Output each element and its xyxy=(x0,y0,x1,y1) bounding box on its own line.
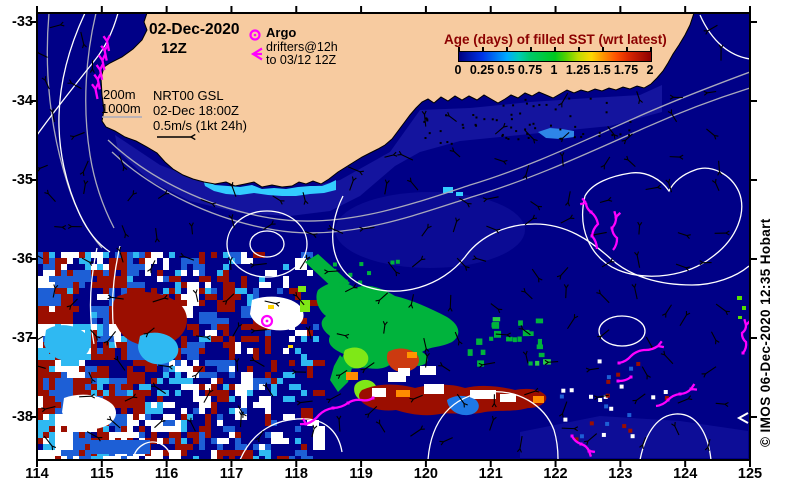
drifter-track xyxy=(618,345,659,365)
x-tick-label: 118 xyxy=(284,466,308,482)
credit-text: © IMOS 06-Dec-2020 12:35 Hobart xyxy=(758,218,773,447)
x-tick-label: 117 xyxy=(219,466,244,482)
product-name-label: NRT00 GSL xyxy=(153,88,224,103)
depth-label-200m: 200m xyxy=(103,87,136,102)
vector-scale-label: 0.5m/s (1kt 24h) xyxy=(153,118,247,133)
sst-age-mosaic xyxy=(38,252,325,459)
depth-label-1000m: 1000m xyxy=(101,101,141,116)
map-layers xyxy=(38,14,749,459)
argo-float-marker xyxy=(260,314,274,328)
coastal-cyan-strip xyxy=(203,179,336,196)
product-time-label: 02-Dec 18:00Z xyxy=(153,103,239,118)
x-tick-label: 122 xyxy=(543,466,568,482)
argo-legend-marker xyxy=(249,29,261,41)
x-tick-label: 115 xyxy=(90,466,114,482)
colorbar-tick-label: 0.5 xyxy=(497,63,515,77)
x-tick-label: 114 xyxy=(25,466,49,482)
x-tick-label: 116 xyxy=(154,466,179,482)
drifter-track xyxy=(584,202,600,250)
drifter-legend-arrow xyxy=(250,47,263,61)
drifter-track xyxy=(610,216,619,251)
white-drifter-arrow xyxy=(736,412,749,424)
argo-legend-line1: drifters@12h xyxy=(266,40,338,54)
x-tick-label: 123 xyxy=(608,466,633,482)
map-date-title: 02-Dec-2020 xyxy=(149,21,240,38)
colorbar-tick-label: 1.5 xyxy=(593,63,611,77)
colorbar-gradient xyxy=(458,51,652,62)
y-tick-label: -38 xyxy=(12,409,33,425)
drifter-track xyxy=(655,388,692,408)
ssh-contours xyxy=(38,14,749,459)
argo-legend-label: Argo xyxy=(266,25,297,40)
y-tick-label: -37 xyxy=(12,330,33,346)
colorbar-tick-label: 0.75 xyxy=(517,63,543,77)
current-vectors xyxy=(38,21,730,453)
plot-border xyxy=(36,12,751,461)
x-tick-label: 119 xyxy=(349,466,373,482)
map-time-title: 12Z xyxy=(161,40,187,57)
x-tick-label: 125 xyxy=(737,466,763,482)
argo-legend-line2: to 03/12 12Z xyxy=(266,53,337,67)
colorbar-tick-label: 1.75 xyxy=(613,63,639,77)
drifter-tracks xyxy=(91,35,749,458)
x-tick-label: 121 xyxy=(478,466,503,482)
y-tick-label: -34 xyxy=(12,93,33,109)
colorbar-tick-label: 0 xyxy=(454,63,462,77)
y-tick-label: -33 xyxy=(12,14,33,30)
x-tick-label: 120 xyxy=(413,466,438,482)
colorbar-tick-label: 1 xyxy=(550,63,558,77)
axis-ticks xyxy=(30,6,757,467)
colorbar-tick-label: 1.25 xyxy=(565,63,591,77)
y-tick-label: -35 xyxy=(12,172,33,188)
drifter-track xyxy=(305,397,374,426)
coastal-shade xyxy=(115,85,662,216)
colorbar-title: Age (days) of filled SST (wrt latest) xyxy=(444,32,667,47)
colorbar-tick-label: 2 xyxy=(646,63,654,77)
x-tick-label: 124 xyxy=(673,466,698,482)
drifter-track xyxy=(740,324,748,354)
y-tick-label: -36 xyxy=(12,251,33,267)
colorbar-tick-label: 0.25 xyxy=(469,63,495,77)
